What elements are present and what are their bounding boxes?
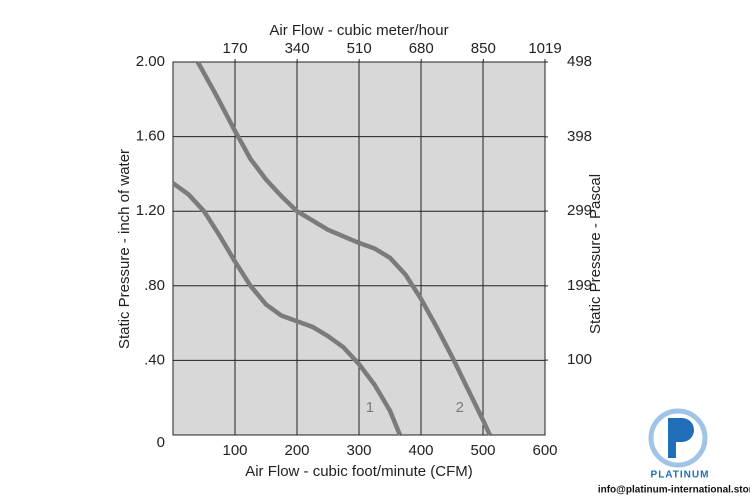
y2-tick-label: 299 [567,202,592,219]
curve-label: 1 [366,399,374,416]
y-tick-label: 2.00 [136,53,165,70]
x2-axis-title: Air Flow - cubic meter/hour [269,22,448,39]
y2-tick-label: 199 [567,277,592,294]
y-axis-title: Static Pressure - inch of water [116,149,133,349]
logo-brand: PLATINUM [651,470,710,481]
x2-tick-label: 510 [347,40,372,57]
x-tick-label: 300 [346,442,371,459]
y-tick-label: .80 [144,277,165,294]
y-tick-label: 0 [157,434,165,451]
y-tick-label: .40 [144,351,165,368]
logo-ring [648,408,708,468]
x-axis-title: Air Flow - cubic foot/minute (CFM) [245,463,473,480]
y-tick-label: 1.20 [136,202,165,219]
x-tick-label: 500 [470,442,495,459]
y2-tick-label: 398 [567,128,592,145]
y2-tick-label: 498 [567,53,592,70]
logo: PLATINUM info@platinum-international.sto… [598,408,750,496]
x2-tick-label: 340 [285,40,310,57]
x2-tick-label: 680 [409,40,434,57]
x2-tick-label: 1019 [528,40,561,57]
curve [195,60,492,436]
curve-label: 2 [456,399,464,416]
x-tick-label: 400 [408,442,433,459]
x-tick-label: 600 [532,442,557,459]
x-tick-label: 100 [222,442,247,459]
x-tick-label: 200 [284,442,309,459]
x2-tick-label: 170 [223,40,248,57]
logo-mark [668,418,694,458]
y-tick-label: 1.60 [136,128,165,145]
logo-email: info@platinum-international.store [598,485,750,496]
x2-tick-label: 850 [471,40,496,57]
curve [171,181,403,436]
y2-axis-title: Static Pressure - Pascal [587,174,604,334]
y2-tick-label: 100 [567,351,592,368]
